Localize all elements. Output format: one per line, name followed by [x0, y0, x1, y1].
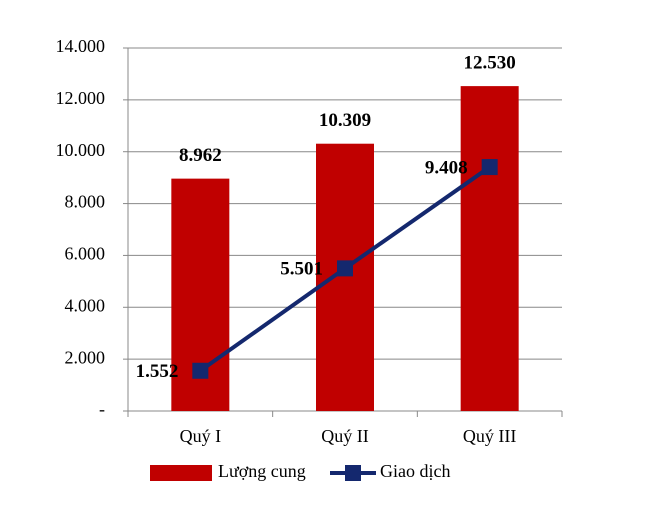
y-tick-label: 4.000: [65, 295, 106, 315]
y-tick-label: -: [99, 399, 105, 419]
x-tick-label: Quý I: [180, 426, 222, 446]
y-tick-label: 14.000: [56, 36, 106, 56]
bar: [460, 86, 519, 412]
y-tick-label: 10.000: [56, 140, 106, 160]
legend-label: Lượng cung: [218, 461, 306, 481]
marker: [192, 362, 209, 379]
value-label: 5.501: [280, 259, 323, 280]
x-tick-label: Quý II: [321, 426, 369, 446]
marker: [481, 159, 498, 176]
y-tick-label: 12.000: [56, 88, 106, 108]
legend-label: Giao dịch: [380, 461, 450, 481]
bar: [316, 143, 374, 411]
value-label: 9.408: [425, 157, 468, 178]
value-label: 1.552: [136, 361, 179, 382]
x-tick-label: Quý III: [463, 426, 516, 446]
value-label: 12.530: [464, 52, 516, 73]
y-tick-label: 6.000: [65, 244, 106, 264]
legend-swatch: [150, 465, 212, 481]
y-tick-label: 2.000: [65, 347, 106, 367]
value-label: 10.309: [319, 110, 371, 131]
value-label: 8.962: [179, 145, 222, 166]
marker: [337, 260, 353, 277]
legend-swatch: [345, 465, 361, 481]
y-tick-label: 8.000: [65, 192, 106, 212]
